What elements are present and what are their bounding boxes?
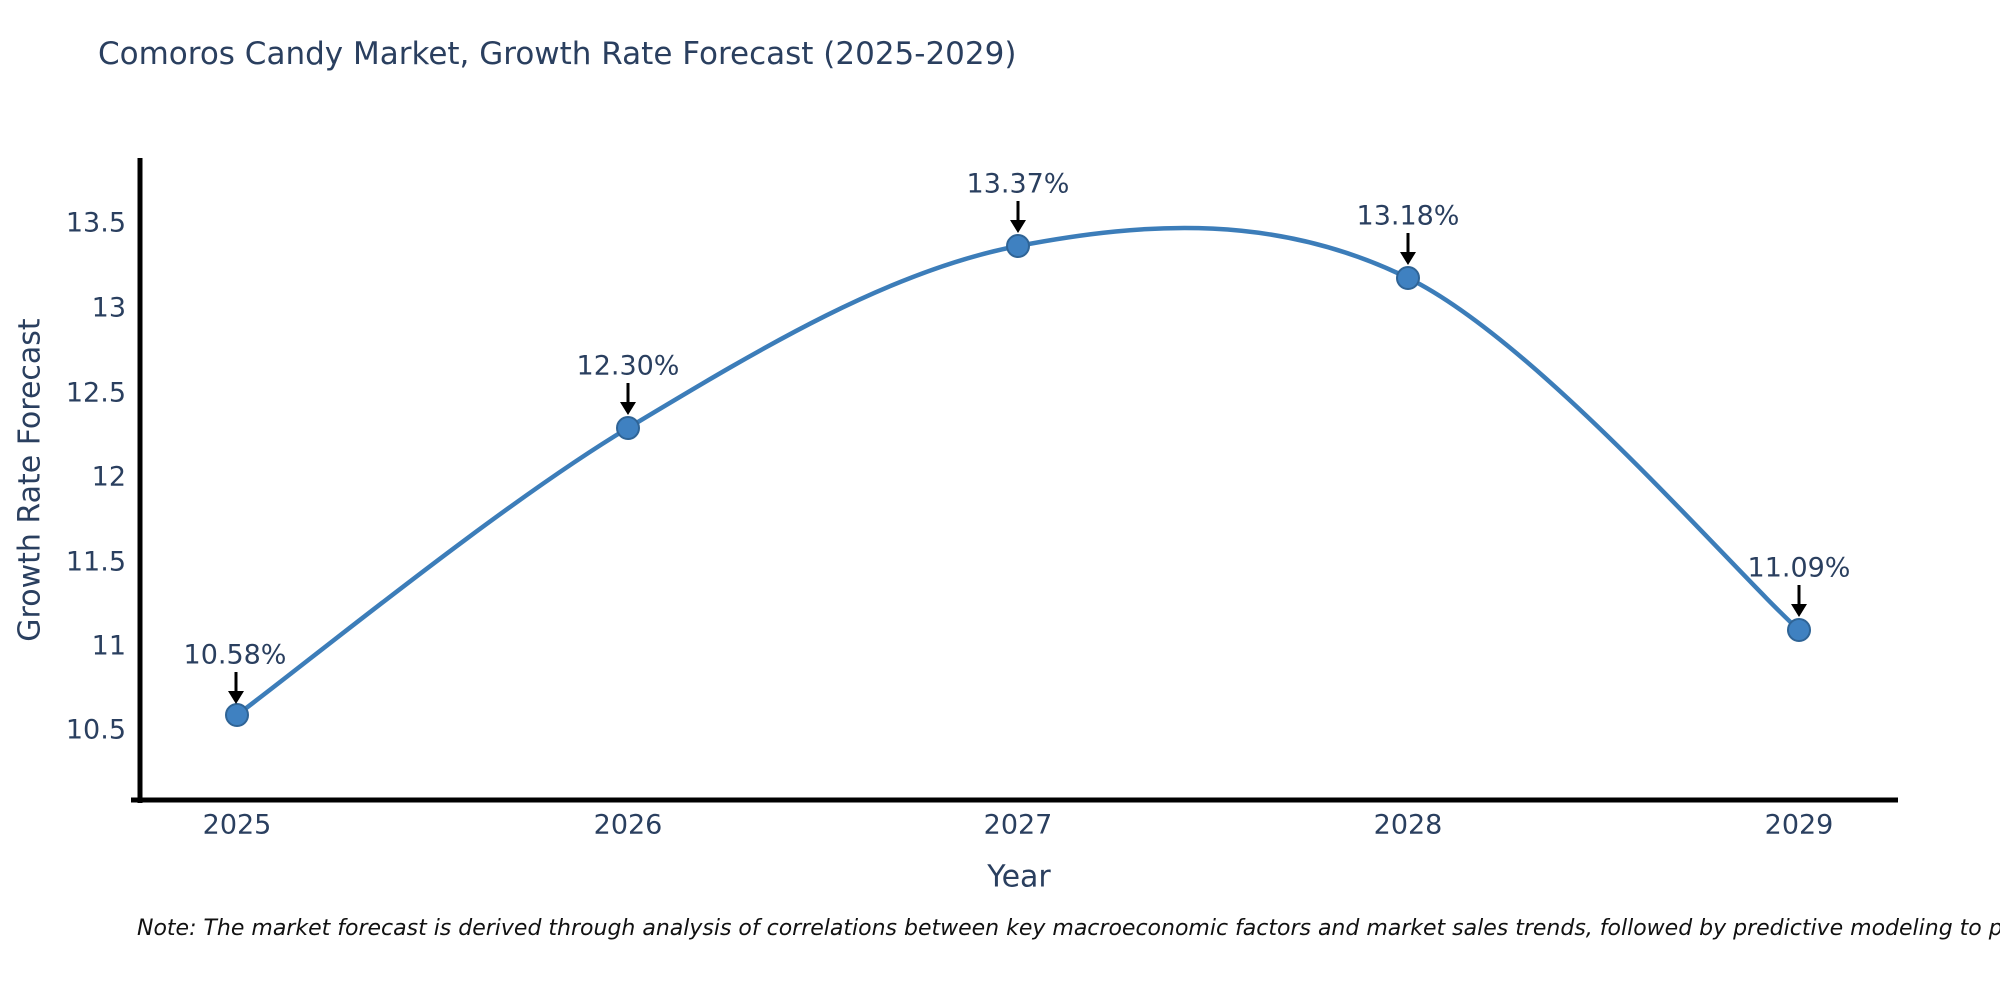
annotation-label: 10.58% (184, 640, 287, 671)
data-point-2027[interactable] (1006, 234, 1030, 258)
y-tick-12: 12 (92, 462, 126, 493)
annotation-arrowhead-icon (1010, 220, 1026, 233)
annotation-arrowhead-icon (1400, 252, 1416, 265)
y-tick-11_5: 11.5 (66, 547, 126, 578)
annotation-2026: 12.30% (577, 351, 680, 415)
x-axis-title: Year (986, 860, 1051, 895)
annotation-2029: 11.09% (1748, 553, 1851, 617)
footnote: Note: The market forecast is derived thr… (137, 916, 2000, 941)
annotation-2025: 10.58% (184, 640, 287, 704)
data-point-2029[interactable] (1787, 618, 1811, 642)
y-axis-title: Growth Rate Forecast (13, 318, 48, 642)
y-tick-10_5: 10.5 (66, 715, 126, 746)
annotation-label: 13.37% (967, 169, 1070, 200)
forecast-spline-line[interactable] (234, 225, 1802, 718)
x-tick-2027: 2027 (984, 810, 1053, 841)
annotation-2028: 13.18% (1357, 201, 1460, 265)
x-tick-2025: 2025 (203, 810, 272, 841)
annotation-2027: 13.37% (967, 169, 1070, 233)
annotation-label: 11.09% (1748, 553, 1851, 584)
data-point-2026[interactable] (616, 416, 640, 440)
data-point-2025[interactable] (225, 703, 249, 727)
annotation-arrowhead-icon (1791, 604, 1807, 617)
chart-title: Comoros Candy Market, Growth Rate Foreca… (98, 36, 1017, 72)
x-tick-2026: 2026 (594, 810, 663, 841)
y-tick-12_5: 12.5 (66, 378, 126, 409)
annotation-label: 12.30% (577, 351, 680, 382)
y-tick-11: 11 (92, 631, 126, 662)
y-tick-13: 13 (92, 293, 126, 324)
annotation-arrowhead-icon (228, 691, 244, 704)
annotation-arrowhead-icon (620, 402, 636, 415)
x-tick-2029: 2029 (1765, 810, 1834, 841)
data-point-2028[interactable] (1396, 266, 1420, 290)
x-tick-2028: 2028 (1374, 810, 1443, 841)
annotation-label: 13.18% (1357, 201, 1460, 232)
y-tick-13_5: 13.5 (66, 208, 126, 239)
